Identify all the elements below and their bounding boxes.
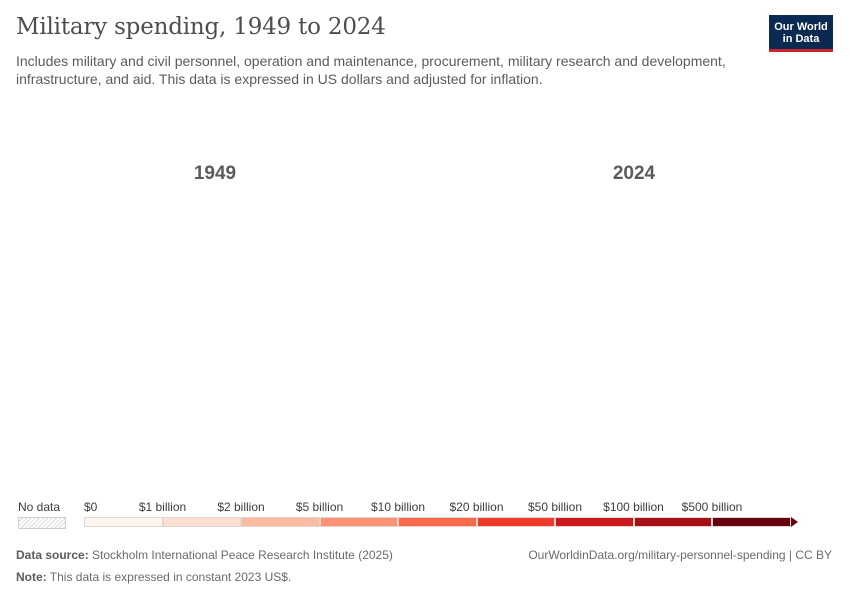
legend-arrow [790,517,798,527]
legend-bin[interactable] [398,517,477,527]
legend-tick-label: $0 [84,500,98,514]
legend-bin[interactable] [712,517,791,527]
legend-tick-label: $20 billion [449,500,504,514]
chart-title: Military spending, 1949 to 2024 [16,14,386,40]
data-source-label: Data source: [16,548,89,562]
legend-tick-label: $10 billion [370,500,426,514]
legend-bin[interactable] [633,517,712,527]
legend-bin[interactable] [162,517,241,527]
logo-line-2: in Data [782,33,820,45]
chart-note: Note: This data is expressed in constant… [16,570,291,584]
chart-subtitle: Includes military and civil personnel, o… [16,53,726,87]
owid-logo[interactable]: Our World in Data [769,15,833,52]
legend-tick-label: $1 billion [138,500,187,514]
data-source-text[interactable]: Stockholm International Peace Research I… [92,548,393,562]
legend-bin[interactable] [555,517,634,527]
color-legend: No data $0 $1 billion $2 billion $5 billion… [16,498,836,538]
legend-bin[interactable] [319,517,398,527]
source-url[interactable]: OurWorldinData.org/military-personnel-sp… [528,548,832,562]
legend-tick-label: $5 billion [295,500,344,514]
logo-line-1: Our World [774,21,828,33]
legend-tick-label: $100 billion [603,500,664,514]
note-text: This data is expressed in constant 2023 … [49,570,292,584]
world-map-2024[interactable] [432,200,832,410]
data-source: Data source: Stockholm International Pea… [16,548,393,562]
map-year-label-left: 1949 [193,163,237,184]
legend-bin[interactable] [241,517,320,527]
map-year-label-right: 2024 [612,163,656,184]
world-map-1949[interactable] [12,200,412,410]
legend-no-data-label: No data [18,500,61,514]
legend-tick-label: $2 billion [217,500,265,514]
note-label: Note: [16,570,47,584]
legend-tick-label: $50 billion [527,500,583,514]
legend-bin[interactable] [476,517,555,527]
legend-no-data-swatch [18,517,66,529]
legend-tick-label: $500 billion [681,500,743,514]
legend-bin[interactable] [84,517,163,527]
